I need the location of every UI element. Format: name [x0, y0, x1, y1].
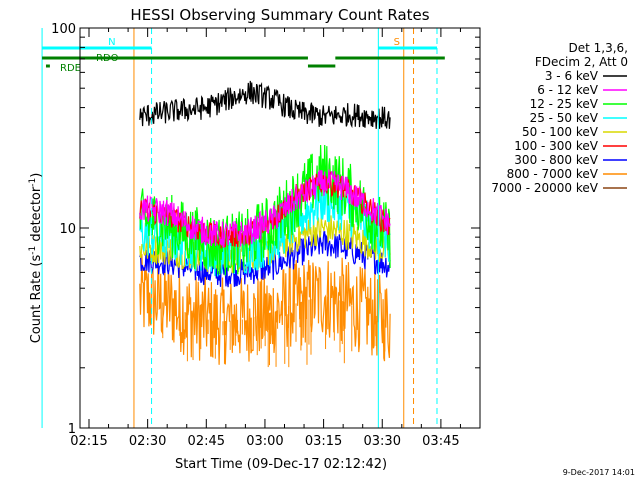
y-axis-label-mid: detector: [29, 186, 44, 246]
footer-timestamp: 9-Dec-2017 14:01: [563, 468, 635, 477]
legend-header-line-2: FDecim 2, Att 0: [535, 55, 628, 69]
x-tick-label: 03:00: [246, 434, 283, 449]
y-axis-label-main: Count Rate (s: [29, 255, 44, 344]
legend-header-line-1: Det 1,3,6,: [569, 41, 629, 55]
svg-text:Count Rate (s-1 detector-1): Count Rate (s-1 detector-1): [28, 173, 44, 344]
x-axis-label: Start Time (09-Dec-17 02:12:42): [175, 457, 387, 472]
legend-label: 12 - 25 keV: [530, 97, 599, 111]
y-tick-label: 1: [68, 422, 76, 437]
plot-area: N S RDO RDE 1 10 100 02:15 02:30 02:45 03:00 03:15 0…: [41, 22, 481, 449]
x-tick-label: 03:15: [305, 434, 342, 449]
flag-label-rdo: RDO: [96, 53, 119, 64]
legend-label: 100 - 300 keV: [514, 139, 598, 153]
legend-label: 300 - 800 keV: [514, 153, 598, 167]
flag-label-s: S: [394, 37, 400, 48]
legend-label: 6 - 12 keV: [537, 83, 599, 97]
series-line-6-12kev: [139, 169, 391, 249]
x-tick-label: 03:30: [364, 434, 401, 449]
x-tick-label: 03:45: [422, 434, 459, 449]
y-axis-label-close: ): [29, 173, 44, 178]
flag-label-n: N: [108, 37, 115, 48]
x-tick-label: 02:45: [188, 434, 225, 449]
series-line-3-6kev: [139, 80, 391, 129]
legend-label: 7000 - 20000 keV: [491, 181, 598, 195]
legend-label: 50 - 100 keV: [522, 125, 599, 139]
legend-label: 25 - 50 keV: [530, 111, 599, 125]
flag-label-rde: RDE: [60, 63, 81, 74]
y-axis-label-sup1: -1: [28, 246, 38, 255]
chart-title: HESSI Observing Summary Count Rates: [130, 6, 429, 24]
y-axis-label-sup2: -1: [28, 178, 38, 187]
y-tick-label: 100: [51, 22, 76, 37]
legend-label: 800 - 7000 keV: [507, 167, 599, 181]
y-axis-label: Count Rate (s-1 detector-1): [28, 173, 44, 344]
series-line-12-25kev: [139, 144, 391, 276]
x-tick-label: 02:30: [129, 434, 166, 449]
legend-label: 3 - 6 keV: [545, 69, 599, 83]
y-tick-label: 10: [59, 222, 76, 237]
x-tick-label: 02:15: [70, 434, 107, 449]
